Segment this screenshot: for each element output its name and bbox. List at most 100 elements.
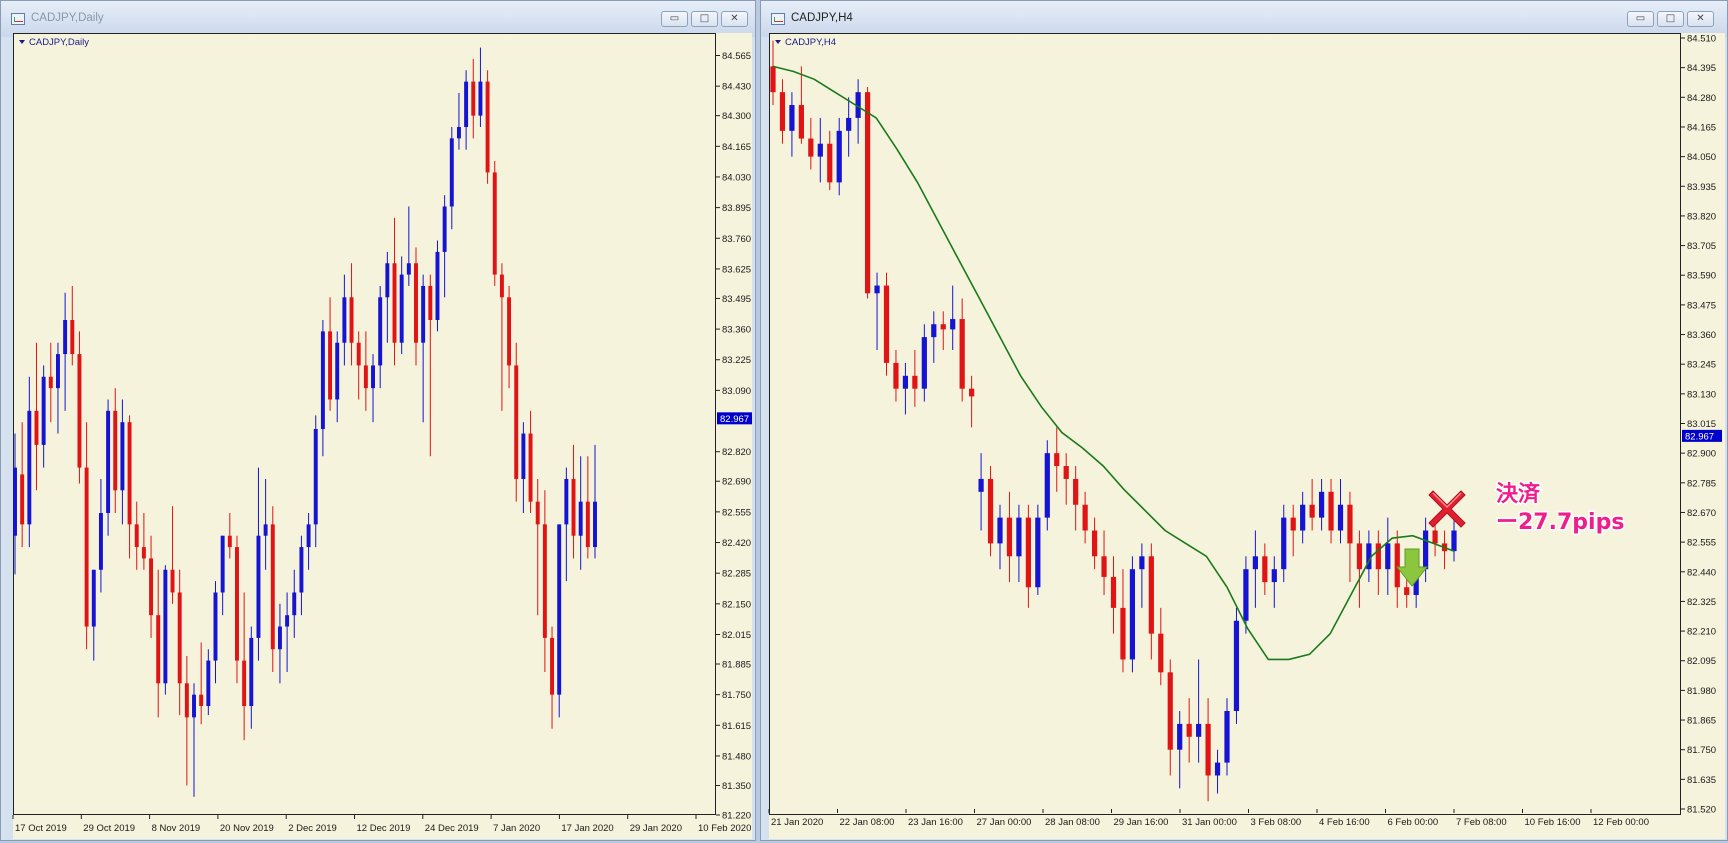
maximize-button[interactable]: □	[1657, 11, 1684, 27]
candle-bear	[184, 683, 189, 718]
candle-bear	[1375, 543, 1381, 570]
candle-bear	[242, 660, 247, 707]
minimize-button[interactable]: ▭	[661, 11, 688, 27]
candle-bear	[1205, 723, 1211, 776]
window-titlebar[interactable]: CADJPY,Daily ▭ □ ✕	[1, 1, 755, 37]
time-tick-label: 29 Jan 16:00	[1114, 817, 1169, 828]
candle-bear	[356, 342, 361, 366]
candle-bull	[320, 331, 325, 429]
candle-bear	[414, 263, 418, 343]
candle-bull	[1423, 530, 1429, 570]
price-axis: 84.510 84.395 84.280 84.165 84.050 83.935 83.8…	[1681, 34, 1722, 816]
current-price-label: 82.967	[720, 414, 749, 425]
candle-bear	[84, 467, 89, 627]
candle-bear	[227, 535, 232, 548]
chart-window-icon	[11, 13, 25, 25]
candle-bear	[156, 615, 161, 684]
candle-bull	[564, 478, 569, 525]
candle-bear	[808, 138, 814, 157]
candle-bear	[1262, 556, 1268, 583]
time-tick-label: 12 Dec 2019	[357, 823, 411, 834]
candle-bull	[292, 592, 297, 616]
time-tick-label: 7 Feb 08:00	[1456, 817, 1507, 828]
h4-candlestick-chart[interactable]: CADJPY,H4 84.510 84.395 84.280 84.165 84.050…	[761, 1, 1728, 842]
price-tick-label: 84.395	[1687, 63, 1716, 74]
price-tick-label: 82.785	[1687, 478, 1716, 489]
time-tick-label: 23 Jan 16:00	[908, 817, 963, 828]
candle-bull	[521, 433, 526, 479]
candle-bull	[464, 81, 469, 128]
candle-bull	[220, 535, 225, 593]
candle-bull	[163, 569, 168, 684]
candle-bear	[535, 501, 540, 525]
candle-bear	[1025, 517, 1031, 588]
candle-bear	[199, 694, 204, 707]
time-tick-label: 10 Feb 16:00	[1525, 817, 1581, 828]
daily-chart-window[interactable]: CADJPY,Daily ▭ □ ✕ CADJPY,Daily 84.565 84…	[0, 0, 756, 841]
price-tick-label: 83.225	[722, 355, 751, 366]
time-tick-label: 3 Feb 08:00	[1251, 817, 1302, 828]
price-tick-label: 82.900	[1687, 449, 1716, 460]
chart-collapse-triangle-icon[interactable]	[19, 40, 25, 44]
price-tick-label: 83.820	[1687, 211, 1716, 222]
close-button[interactable]: ✕	[1687, 11, 1714, 27]
minimize-button[interactable]: ▭	[1627, 11, 1654, 27]
time-tick-label: 17 Oct 2019	[15, 823, 67, 834]
current-price-label: 82.967	[1685, 431, 1714, 442]
plot-frame	[769, 33, 1681, 815]
candle-bull	[385, 263, 390, 298]
h4-chart-window[interactable]: CADJPY,H4 ▭ □ ✕ CADJPY,H4 84.510 84.395 84…	[760, 0, 1728, 841]
candle-bull	[1044, 453, 1050, 518]
candle-bear	[1404, 587, 1410, 595]
candle-bull	[299, 547, 304, 593]
price-tick-label: 83.130	[1687, 389, 1716, 400]
candle-bear	[912, 375, 918, 389]
price-tick-label: 81.635	[1687, 775, 1716, 786]
current-price-tag	[1682, 429, 1722, 442]
candle-bear	[177, 592, 182, 684]
candle-bull	[306, 524, 311, 548]
price-tick-label: 83.090	[722, 386, 751, 397]
close-button[interactable]: ✕	[721, 11, 748, 27]
candle-bull	[213, 592, 218, 661]
candle-bull	[206, 660, 211, 707]
price-tick-label: 82.420	[722, 538, 751, 549]
candle-bear	[585, 501, 590, 548]
candle-bear	[1186, 723, 1192, 737]
time-tick-label: 4 Feb 16:00	[1319, 817, 1370, 828]
candle-bear	[827, 143, 833, 183]
candle-bull	[285, 615, 290, 627]
window-titlebar[interactable]: CADJPY,H4 ▭ □ ✕	[761, 1, 1727, 37]
candle-bear	[127, 422, 132, 525]
candle-bull	[902, 375, 909, 389]
candle-bear	[550, 637, 555, 695]
price-tick-label: 84.165	[722, 142, 751, 153]
price-tick-label: 81.220	[722, 811, 751, 822]
time-tick-label: 29 Oct 2019	[83, 823, 135, 834]
candle-bear	[987, 478, 994, 544]
candle-bear	[428, 285, 433, 321]
candle-bear	[1091, 530, 1098, 557]
candles	[770, 40, 1457, 802]
chart-collapse-triangle-icon[interactable]	[775, 40, 781, 44]
candle-bull	[421, 285, 426, 343]
maximize-button[interactable]: □	[691, 11, 718, 27]
candle-bear	[270, 524, 275, 650]
candle-bull	[335, 342, 340, 400]
daily-candlestick-chart[interactable]: CADJPY,Daily 84.56584.43084.30084.16584.…	[1, 1, 757, 842]
candle-bear	[471, 81, 476, 116]
candle-bull	[478, 81, 483, 116]
chart-symbol-label: CADJPY,H4	[785, 37, 836, 48]
candle-bear	[798, 105, 804, 139]
candle-bull	[1252, 556, 1258, 570]
candle-bull	[442, 206, 447, 252]
price-tick-label: 83.495	[722, 294, 751, 305]
time-tick-label: 27 Jan 00:00	[977, 817, 1032, 828]
candle-bear	[499, 274, 504, 298]
price-tick-label: 81.520	[1687, 805, 1716, 816]
price-tick-label: 82.325	[1687, 597, 1716, 608]
candle-bull	[836, 130, 842, 183]
time-tick-label: 28 Jan 08:00	[1045, 817, 1100, 828]
candle-bear	[864, 92, 871, 294]
time-tick-label: 2 Dec 2019	[288, 823, 337, 834]
